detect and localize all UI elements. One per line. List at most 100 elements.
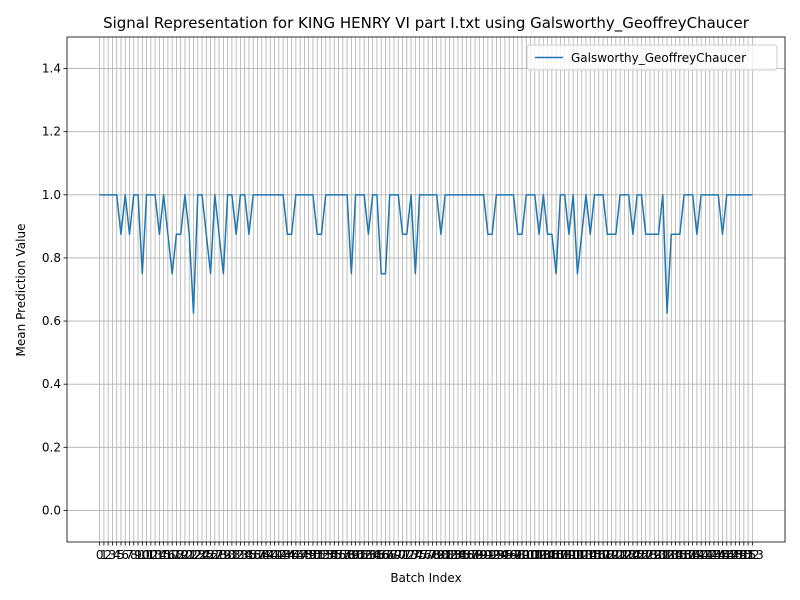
- x-tick-label: 118: [592, 548, 615, 562]
- x-tick-label: 65: [369, 548, 384, 562]
- x-tick-label: 121: [604, 548, 627, 562]
- x-tick-label: 89: [472, 548, 487, 562]
- x-tick-label: 63: [361, 548, 376, 562]
- y-tick-label: 0.8: [42, 251, 61, 265]
- x-tick-label: 51: [310, 548, 325, 562]
- x-tick-label: 80: [433, 548, 448, 562]
- x-tick-label: 82: [442, 548, 457, 562]
- x-tick-label: 120: [600, 548, 623, 562]
- x-tick-label: 31: [224, 548, 239, 562]
- x-tick-label: 9: [134, 548, 142, 562]
- x-tick-label: 13: [147, 548, 162, 562]
- x-axis-label: Batch Index: [390, 571, 461, 585]
- x-tick-label: 128: [634, 548, 657, 562]
- x-tick-label: 129: [639, 548, 662, 562]
- x-tick-label: 94: [493, 548, 508, 562]
- y-tick-label: 1.4: [42, 62, 61, 76]
- x-tick-label: 137: [673, 548, 696, 562]
- x-tick-label: 14: [152, 548, 167, 562]
- x-tick-label: 123: [613, 548, 636, 562]
- x-tick-label: 76: [416, 548, 431, 562]
- x-tick-label: 150: [728, 548, 751, 562]
- x-tick-label: 124: [617, 548, 640, 562]
- x-tick-label: 55: [327, 548, 342, 562]
- plot-area: [99, 194, 753, 314]
- x-tick-label: 32: [229, 548, 244, 562]
- x-tick-label: 102: [523, 548, 546, 562]
- y-tick-label: 0.6: [42, 314, 61, 328]
- x-tick-label: 29: [216, 548, 231, 562]
- x-tick-label: 7: [126, 548, 134, 562]
- x-tick-label: 98: [510, 548, 525, 562]
- x-tick-label: 148: [720, 548, 743, 562]
- data-line: [99, 194, 753, 314]
- y-tick-label: 1.2: [42, 125, 61, 139]
- x-tick-label: 30: [220, 548, 235, 562]
- x-tick-label: 43: [275, 548, 290, 562]
- x-tick-label: 141: [690, 548, 713, 562]
- x-tick-label: 144: [703, 548, 726, 562]
- legend: Galsworthy_GeoffreyChaucer: [526, 44, 778, 71]
- x-tick-label: 10: [135, 548, 150, 562]
- x-tick-label: 126: [626, 548, 649, 562]
- x-tick-label: 34: [237, 548, 252, 562]
- chart-title: Signal Representation for KING HENRY VI …: [103, 14, 750, 33]
- x-tick-label: 107: [545, 548, 568, 562]
- x-tick-label: 5: [117, 548, 125, 562]
- x-tick-label: 147: [715, 548, 738, 562]
- x-tick-label: 93: [489, 548, 504, 562]
- x-tick-label: 54: [322, 548, 337, 562]
- x-tick-label: 70: [391, 548, 406, 562]
- x-tick-label: 50: [305, 548, 320, 562]
- y-tick-label: 0.2: [42, 440, 61, 454]
- x-tick-label: 146: [711, 548, 734, 562]
- x-tick-label: 140: [685, 548, 708, 562]
- x-tick-label: 62: [356, 548, 371, 562]
- x-tick-label: 4: [113, 548, 121, 562]
- x-tick-label: 61: [352, 548, 367, 562]
- x-tick-label: 11: [139, 548, 154, 562]
- x-tick-label: 116: [583, 548, 606, 562]
- grid: [67, 37, 785, 542]
- x-tick-label: 28: [211, 548, 226, 562]
- x-tick-label: 20: [177, 548, 192, 562]
- x-tick-label: 96: [502, 548, 517, 562]
- x-tick-label: 74: [408, 548, 423, 562]
- x-tick-label: 138: [677, 548, 700, 562]
- x-tick-label: 119: [596, 548, 619, 562]
- x-tick-label: 6: [121, 548, 129, 562]
- x-tick-label: 33: [233, 548, 248, 562]
- x-tick-label: 111: [562, 548, 585, 562]
- x-tick-label: 68: [382, 548, 397, 562]
- x-tick-label: 108: [549, 548, 572, 562]
- x-tick-label: 23: [190, 548, 205, 562]
- x-tick-label: 21: [182, 548, 197, 562]
- x-tick-label: 38: [254, 548, 269, 562]
- x-tick-label: 104: [532, 548, 555, 562]
- x-tick-label: 67: [378, 548, 393, 562]
- x-tick-label: 130: [643, 548, 666, 562]
- x-tick-label: 46: [288, 548, 303, 562]
- x-tick-label: 45: [284, 548, 299, 562]
- x-tick-label: 75: [412, 548, 427, 562]
- x-tick-label: 101: [519, 548, 542, 562]
- x-tick-label: 22: [186, 548, 201, 562]
- x-tick-label: 57: [335, 548, 350, 562]
- x-tick-label: 60: [348, 548, 363, 562]
- x-tick-label: 151: [732, 548, 755, 562]
- x-tick-label: 113: [570, 548, 593, 562]
- x-tick-label: 35: [241, 548, 256, 562]
- x-tick-label: 73: [403, 548, 418, 562]
- x-tick-label: 135: [664, 548, 687, 562]
- x-tick-label: 8: [130, 548, 138, 562]
- x-tick-label: 86: [459, 548, 474, 562]
- x-tick-label: 0: [96, 548, 104, 562]
- x-tick-label: 132: [651, 548, 674, 562]
- x-tick-label: 56: [331, 548, 346, 562]
- y-tick-label: 0.0: [42, 503, 61, 517]
- legend-box: [526, 44, 778, 71]
- x-tick-label: 114: [575, 548, 598, 562]
- x-tick-label: 85: [455, 548, 470, 562]
- x-tick-label: 100: [515, 548, 538, 562]
